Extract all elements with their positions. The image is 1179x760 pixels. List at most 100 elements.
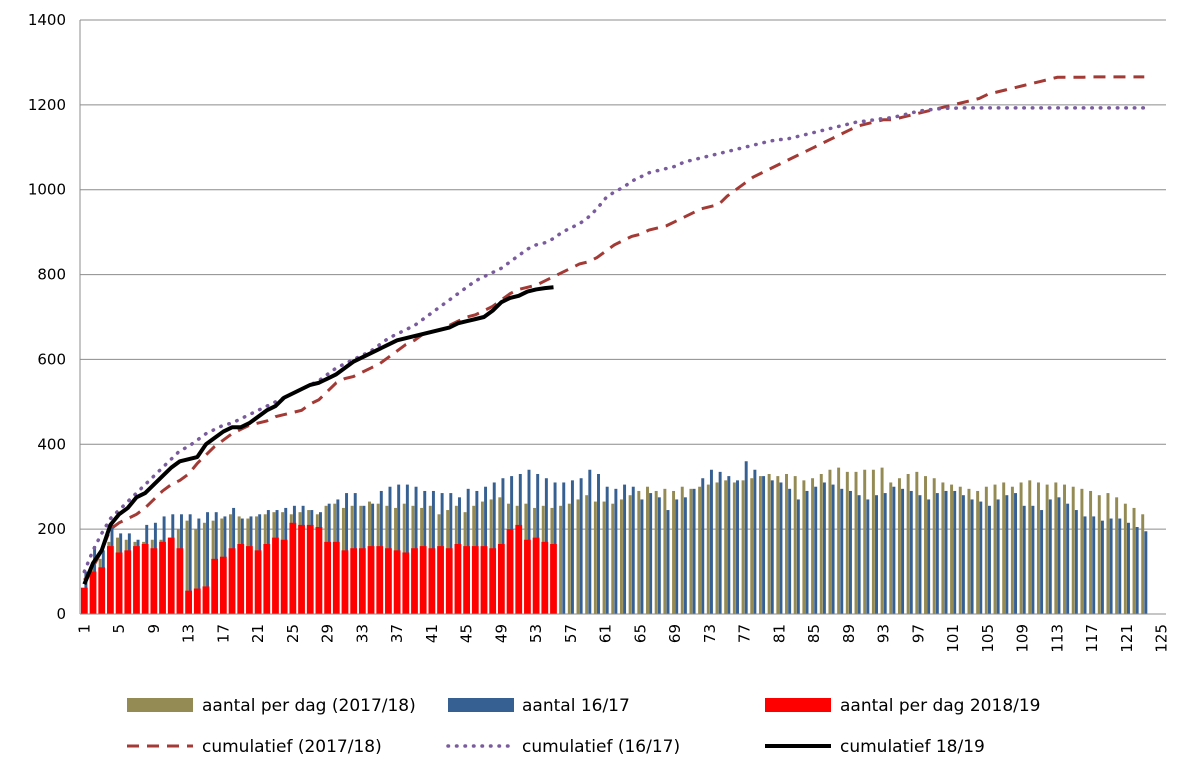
bar <box>924 476 927 614</box>
x-tick-label: 73 <box>701 624 719 643</box>
bar <box>1045 484 1049 614</box>
bar <box>315 527 323 614</box>
x-tick-label: 117 <box>1083 624 1101 653</box>
bar <box>619 499 623 614</box>
bar <box>532 537 540 614</box>
bar <box>437 546 444 614</box>
bar <box>597 473 600 614</box>
bar <box>497 543 505 614</box>
x-tick-label: 69 <box>666 624 684 643</box>
bar <box>411 548 418 614</box>
bar <box>1014 493 1018 614</box>
bar <box>857 495 861 614</box>
legend-item-bar-2018-19: aantal per dag 2018/19 <box>765 696 1041 716</box>
bar <box>376 546 384 614</box>
bar <box>206 512 210 614</box>
bar <box>515 524 523 614</box>
bar <box>909 490 913 614</box>
gridlines <box>80 19 1166 530</box>
bar <box>1080 488 1084 614</box>
x-tick-label: 105 <box>979 624 997 653</box>
bar <box>744 461 748 614</box>
bar <box>1054 482 1058 614</box>
bar <box>350 548 358 614</box>
bar <box>724 480 728 614</box>
bar <box>623 484 627 614</box>
x-tick-label: 33 <box>353 624 371 643</box>
bar <box>793 476 797 614</box>
bar <box>611 503 615 614</box>
bar <box>1005 495 1009 614</box>
x-tick-label: 93 <box>875 624 893 643</box>
bar <box>970 499 974 614</box>
bar <box>828 469 832 614</box>
bar <box>428 548 436 614</box>
bar <box>1141 514 1145 614</box>
bar <box>332 541 340 614</box>
bar <box>967 488 971 614</box>
bar <box>996 499 1000 614</box>
bar <box>961 495 965 614</box>
x-tick-label: 9 <box>145 624 163 634</box>
bar <box>593 501 597 614</box>
bar <box>1106 493 1110 614</box>
bar <box>953 490 957 614</box>
bar <box>1083 516 1087 614</box>
bar <box>289 522 297 614</box>
y-tick-label: 1400 <box>28 11 66 29</box>
bar <box>80 587 88 614</box>
bar <box>454 543 462 614</box>
bar <box>892 486 896 614</box>
bar <box>246 546 253 614</box>
x-tick-label: 85 <box>805 624 823 643</box>
bar <box>831 484 835 614</box>
bar <box>984 486 988 614</box>
bar <box>393 550 401 614</box>
bar <box>727 476 731 614</box>
bar <box>753 469 757 614</box>
bar <box>692 488 696 614</box>
bar <box>883 493 887 614</box>
bar <box>185 520 189 614</box>
bar <box>906 473 910 614</box>
bar <box>367 546 375 614</box>
x-tick-labels: 1 5 9 13 17 21 25 29 33 37 41 45 49 53 57 61 65 69 73 77 81 8… <box>75 624 1170 653</box>
bar <box>845 471 849 614</box>
bar <box>796 499 800 614</box>
series-line <box>83 75 1145 581</box>
bar <box>298 524 305 614</box>
bar <box>1118 518 1122 614</box>
x-tick-label: 49 <box>492 624 510 643</box>
bar <box>176 548 184 614</box>
bar <box>814 486 818 614</box>
bar <box>219 556 227 614</box>
bar <box>897 478 901 614</box>
bar <box>576 499 580 614</box>
bar <box>866 499 870 614</box>
legend-swatch <box>127 698 193 712</box>
bar <box>263 543 271 614</box>
bar <box>715 482 719 614</box>
bar <box>506 529 514 614</box>
bar <box>562 482 566 614</box>
bar <box>718 471 722 614</box>
y-tick-label: 800 <box>37 266 66 284</box>
bar <box>805 490 809 614</box>
bar <box>640 499 644 614</box>
bar <box>1144 531 1148 614</box>
series-line <box>82 285 554 586</box>
bar <box>341 550 349 614</box>
x-tick-label: 29 <box>319 624 337 643</box>
bar <box>1132 507 1136 614</box>
x-tick-label: 109 <box>1014 624 1032 653</box>
bar <box>471 546 479 614</box>
bar <box>811 478 815 614</box>
bar <box>709 469 713 614</box>
bar <box>228 548 236 614</box>
bar <box>649 493 653 614</box>
bar <box>167 537 175 614</box>
bar <box>115 552 123 614</box>
bar <box>133 546 140 614</box>
bar <box>848 490 852 614</box>
bar <box>1010 486 1014 614</box>
